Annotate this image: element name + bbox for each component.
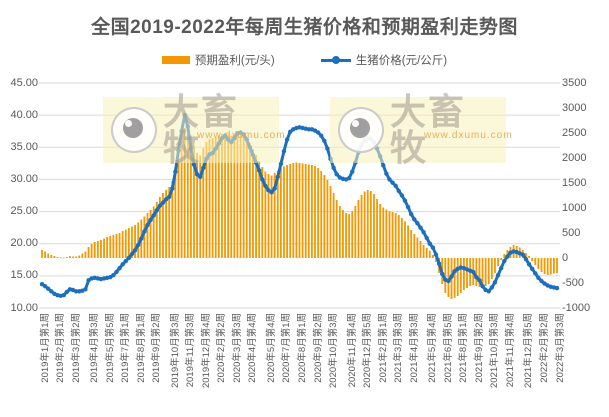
x-axis-tick-label: 2020年8月第1周: [297, 313, 308, 383]
left-axis-tick-label: 45.00: [10, 76, 38, 89]
watermark-eye-icon: [338, 107, 384, 153]
x-axis-tick-label: 2019年9月第2周: [151, 313, 163, 383]
legend-item-profit: 预期盈利(元/头): [161, 52, 275, 68]
left-axis-tick-label: 35.00: [10, 140, 38, 153]
left-axis-tick-label: 10.00: [10, 301, 38, 314]
x-axis-tick-label: 2020年10月第3周: [328, 313, 340, 388]
x-axis-tick-label: 2020年7月第1周: [281, 313, 293, 383]
watermark-brand: 大畜牧: [163, 91, 240, 168]
x-axis-tick-label: 2020年5月第4周: [265, 313, 277, 383]
x-axis-tick-label: 2020年2月第2周: [216, 313, 228, 383]
right-axis-tick-label: -500: [562, 276, 585, 289]
x-axis-tick-label: 2021年6月第5周: [442, 313, 454, 383]
x-axis-tick-label: 2019年3月第2周: [70, 313, 82, 383]
left-axis-tick-label: 15.00: [10, 269, 38, 282]
chart-title: 全国2019-2022年每周生猪价格和预期盈利走势图: [91, 17, 518, 38]
x-axis-tick-label: 2020年9月第2周: [312, 313, 324, 383]
watermark-brand: 大畜牧: [390, 91, 467, 168]
x-axis-tick-label: 2021年5月第4周: [427, 313, 439, 383]
watermark-eye-icon: [111, 107, 157, 153]
right-axis-tick-label: 3500: [562, 76, 587, 89]
x-axis-tick-label: 2019年2月第1周: [55, 313, 66, 383]
x-axis-tick-label: 2021年11月第4周: [504, 313, 516, 388]
x-axis-tick-label: 2021年8月第1周: [458, 313, 470, 383]
x-axis-tick-label: 2019年4月第3周: [89, 313, 101, 383]
x-axis-tick-label: 2019年7月第1周: [120, 313, 132, 383]
legend: 预期盈利(元/头) 生猪价格(元/公斤): [0, 52, 609, 68]
x-axis-tick-label: 2019年8月第1周: [135, 313, 147, 383]
x-axis-tick-label: 2021年3月第3周: [393, 313, 405, 383]
right-axis-tick-label: 2500: [562, 126, 587, 139]
watermark-url: www.dxumu.com: [197, 130, 286, 141]
x-axis-tick-label: 2021年4月第3周: [408, 313, 420, 383]
price-line-swatch-icon: [320, 55, 351, 65]
right-axis-tick-label: -1000: [562, 301, 591, 314]
x-axis-tick-label: 2019年10月第3周: [169, 313, 181, 388]
right-axis-tick-label: 2000: [562, 151, 587, 164]
x-axis-tick-label: 2022年3月第3周: [554, 313, 566, 383]
left-axis-tick-label: 25.00: [10, 205, 38, 218]
watermark-right: 大畜牧 www.dxumu.com: [330, 91, 512, 168]
right-axis-tick-label: 1000: [562, 201, 587, 214]
legend-price-label: 生猪价格(元/公斤): [355, 55, 448, 67]
x-axis-tick-label: 2021年12月第5周: [523, 313, 535, 388]
watermark-left: 大畜牧 www.dxumu.com: [103, 91, 285, 168]
right-axis-tick-label: 500: [562, 226, 581, 239]
x-axis-tick-label: 2021年9月第2周: [473, 313, 485, 383]
left-axis-tick-label: 40.00: [10, 108, 38, 121]
x-axis-tick-label: 2021年2月第1周: [377, 313, 389, 383]
watermark-url: www.dxumu.com: [424, 130, 513, 141]
x-axis-tick-label: 2022年2月第2周: [538, 313, 550, 383]
right-axis-tick-label: 0: [562, 251, 569, 264]
right-axis-tick-label: 3000: [562, 101, 587, 114]
legend-item-price: 生猪价格(元/公斤): [320, 52, 448, 68]
left-axis-tick-label: 20.00: [10, 237, 38, 250]
x-axis-tick-label: 2020年3月第3周: [231, 313, 243, 383]
x-axis-tick-label: 2021年10月第3周: [489, 313, 501, 388]
x-axis-tick-label: 2020年4月第4周: [247, 313, 259, 383]
x-axis-tick-label: 2020年12月第5周: [362, 313, 374, 388]
x-axis-tick-label: 2019年1月第1周: [39, 313, 51, 383]
profit-bar-swatch-icon: [161, 56, 190, 64]
x-axis-tick-label: 2019年5月第5周: [104, 313, 116, 383]
x-axis-tick-label: 2020年11月第4周: [346, 313, 358, 388]
x-axis-tick-label: 2019年11月第3周: [185, 313, 197, 388]
left-axis-tick-label: 30.00: [10, 172, 38, 185]
x-axis-tick-label: 2019年12月第4周: [200, 313, 212, 388]
right-axis-tick-label: 1500: [562, 176, 587, 189]
legend-profit-label: 预期盈利(元/头): [194, 55, 275, 67]
